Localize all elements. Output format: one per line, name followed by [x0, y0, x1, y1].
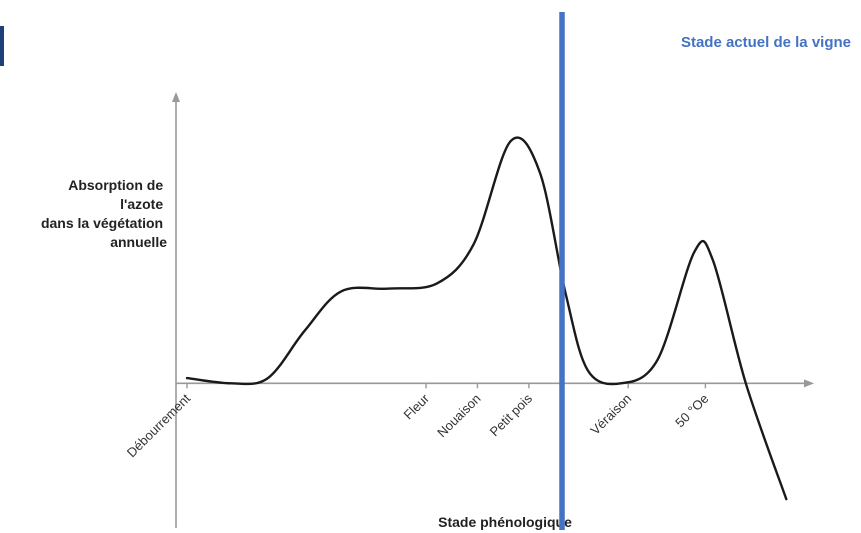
y-axis-label-line-4: annuelle — [110, 234, 167, 250]
stage-ticks — [186, 383, 707, 389]
stage-label: Véraison — [587, 391, 634, 438]
y-axis-label: Absorption de l'azote dans la végétation… — [41, 177, 167, 250]
current-stage-label: Stade actuel de la vigne — [681, 34, 851, 51]
axes — [172, 92, 814, 528]
corner-mark — [0, 26, 4, 66]
stage-labels: Débourrement Fleur Nouaison Petit pois Vérai… — [124, 390, 712, 460]
nitrogen-uptake-curve — [185, 136, 788, 501]
x-axis-label: Stade phénologique — [438, 514, 572, 530]
stage-label: Fleur — [401, 390, 433, 422]
y-axis-label-line-1: Absorption de — [68, 177, 163, 193]
y-axis-label-line-3: dans la végétation — [41, 215, 163, 231]
stage-label: Nouaison — [434, 391, 483, 440]
stage-label: 50 °Oe — [672, 391, 711, 430]
y-axis-label-line-2: l'azote — [120, 196, 163, 212]
y-axis-arrow — [172, 92, 180, 102]
x-axis-arrow — [804, 379, 814, 388]
stage-label: Débourrement — [124, 391, 194, 461]
stage-label: Petit pois — [487, 391, 536, 440]
